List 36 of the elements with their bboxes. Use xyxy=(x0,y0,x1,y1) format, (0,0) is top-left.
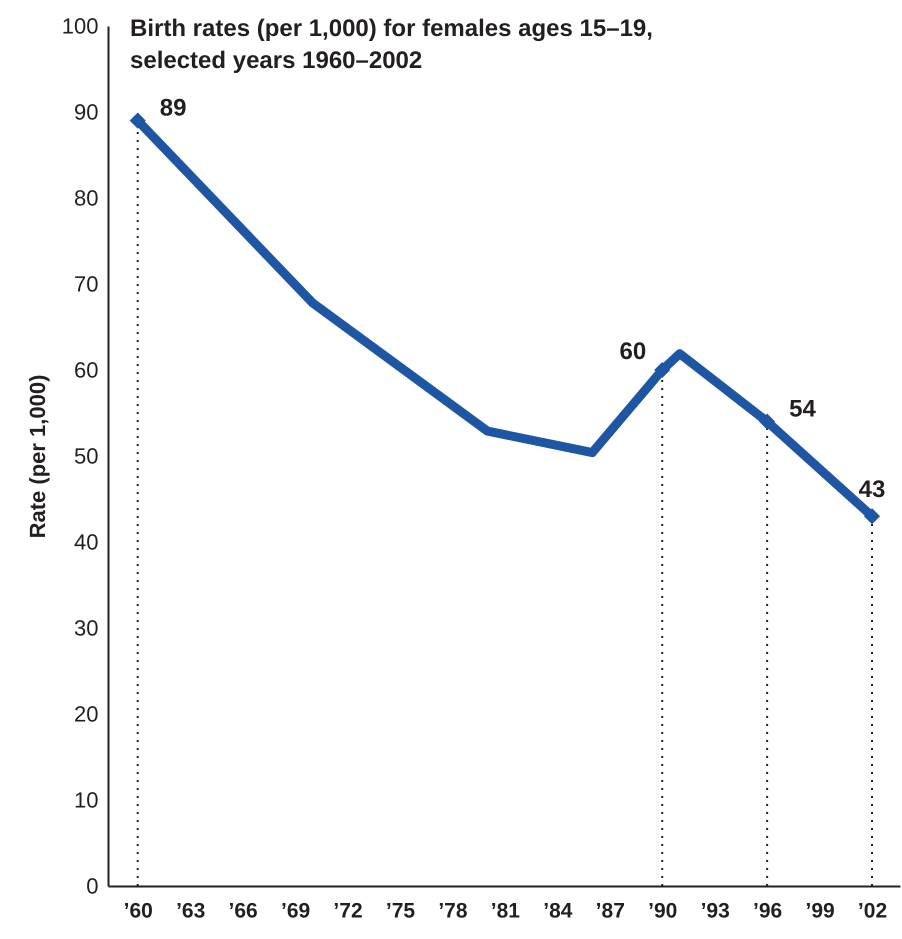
y-axis-title: Rate (per 1,000) xyxy=(24,374,50,538)
y-tick-label: 90 xyxy=(74,100,98,124)
x-tick-label: ’60 xyxy=(124,900,153,922)
data-label: 54 xyxy=(789,396,816,423)
point xyxy=(759,414,776,430)
point xyxy=(130,112,146,129)
x-tick-label: ’75 xyxy=(386,900,416,922)
y-tick-label: 40 xyxy=(74,530,98,554)
x-tick-label: ’96 xyxy=(753,900,782,922)
x-tick-label: ’90 xyxy=(648,900,678,922)
point xyxy=(864,508,880,524)
x-tick-label: ’69 xyxy=(280,900,310,922)
x-tick-label: ’81 xyxy=(490,900,520,922)
y-tick-label: 100 xyxy=(62,14,98,38)
y-tick-label: 0 xyxy=(86,874,98,898)
x-tick-label: ’02 xyxy=(858,900,888,922)
y-tick-label: 60 xyxy=(74,358,98,382)
x-tick-label: ’72 xyxy=(333,900,363,922)
x-tick-label: ’99 xyxy=(805,900,835,922)
x-tick-label: ’66 xyxy=(228,900,258,922)
x-tick-label: ’93 xyxy=(700,900,730,922)
data-label: 89 xyxy=(160,94,186,122)
x-tick-label: ’84 xyxy=(543,900,573,922)
y-tick-label: 30 xyxy=(74,616,98,640)
y-tick-label: 20 xyxy=(74,702,98,726)
chart-title: Birth rates (per 1,000) for females ages 15–19, selected years 1960–2002 xyxy=(130,15,653,74)
x-tick-label: ’87 xyxy=(596,900,625,922)
x-tick-label: ’78 xyxy=(438,900,468,922)
data-label: 60 xyxy=(620,338,646,365)
y-tick-label: 70 xyxy=(74,272,98,296)
x-tick-label: ’63 xyxy=(176,900,206,922)
y-tick-label: 50 xyxy=(74,444,98,468)
y-tick-label: 80 xyxy=(74,186,98,210)
data-label: 43 xyxy=(858,476,886,504)
point xyxy=(654,362,670,378)
y-tick-label: 10 xyxy=(74,788,98,812)
